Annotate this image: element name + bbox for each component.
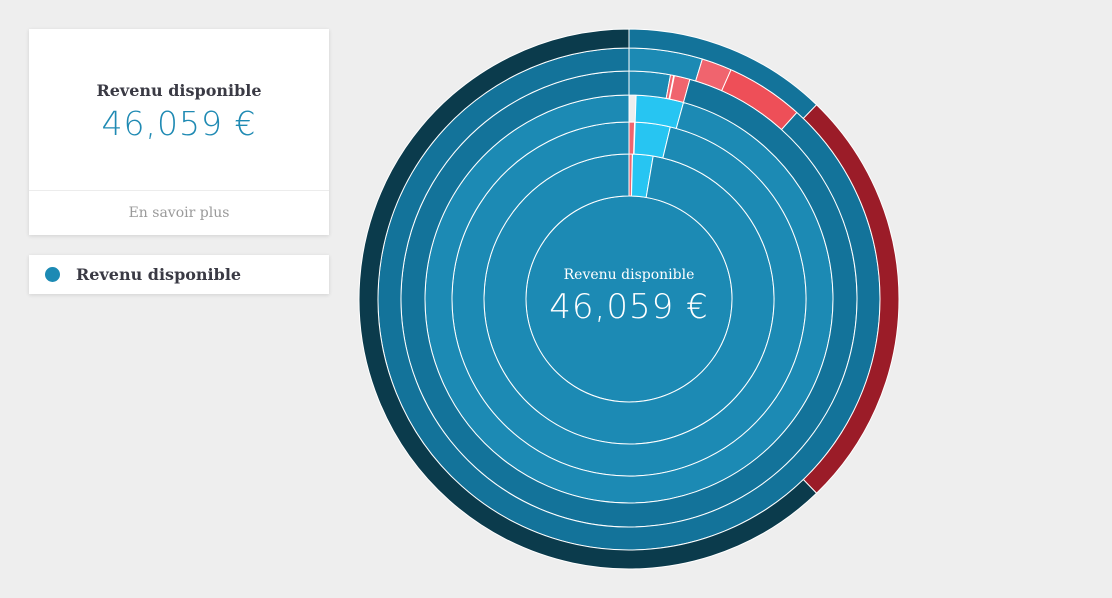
chart-center-label: Revenu disponible xyxy=(564,267,695,283)
sunburst-arc-ring2-seg0[interactable] xyxy=(629,122,635,154)
sunburst-arc-ring4-seg0[interactable] xyxy=(629,71,671,98)
chart-center-value: 46,059 € xyxy=(549,287,708,327)
